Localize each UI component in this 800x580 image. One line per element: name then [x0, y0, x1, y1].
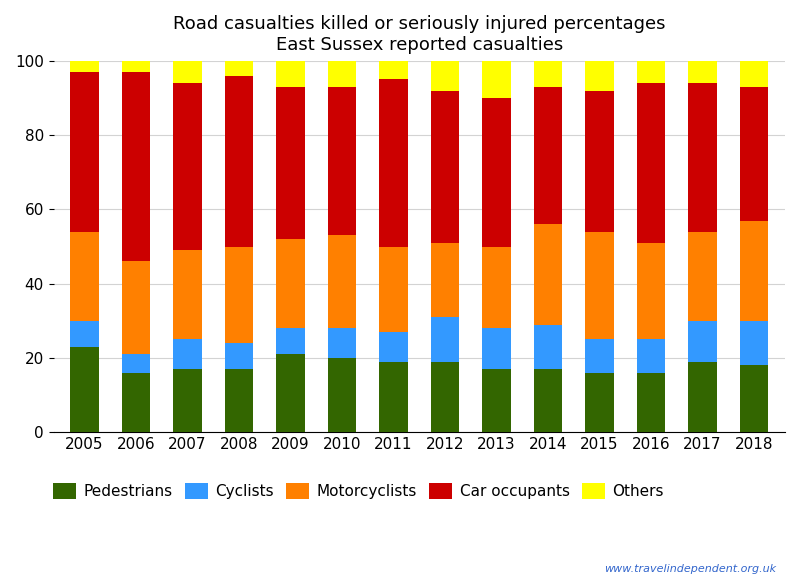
- Bar: [534, 61, 562, 87]
- Bar: [482, 61, 510, 98]
- Bar: [70, 347, 98, 432]
- Bar: [482, 328, 510, 369]
- Bar: [122, 72, 150, 262]
- Bar: [276, 328, 305, 354]
- Bar: [586, 90, 614, 232]
- Bar: [431, 243, 459, 317]
- Bar: [225, 369, 253, 432]
- Bar: [689, 232, 717, 321]
- Bar: [431, 90, 459, 243]
- Bar: [637, 373, 666, 432]
- Bar: [689, 321, 717, 362]
- Bar: [534, 325, 562, 369]
- Bar: [276, 239, 305, 328]
- Bar: [740, 365, 768, 432]
- Bar: [534, 224, 562, 325]
- Bar: [174, 339, 202, 369]
- Bar: [328, 235, 356, 328]
- Bar: [482, 98, 510, 246]
- Bar: [740, 61, 768, 87]
- Bar: [379, 362, 408, 432]
- Bar: [225, 61, 253, 76]
- Bar: [482, 369, 510, 432]
- Bar: [276, 87, 305, 239]
- Bar: [379, 61, 408, 79]
- Bar: [225, 76, 253, 246]
- Bar: [328, 61, 356, 87]
- Bar: [174, 61, 202, 83]
- Bar: [276, 354, 305, 432]
- Legend: Pedestrians, Cyclists, Motorcyclists, Car occupants, Others: Pedestrians, Cyclists, Motorcyclists, Ca…: [46, 477, 670, 505]
- Bar: [174, 83, 202, 251]
- Bar: [586, 339, 614, 373]
- Text: www.travelindependent.org.uk: www.travelindependent.org.uk: [604, 564, 776, 574]
- Bar: [689, 83, 717, 232]
- Bar: [328, 328, 356, 358]
- Bar: [328, 87, 356, 235]
- Bar: [225, 246, 253, 343]
- Bar: [689, 61, 717, 83]
- Bar: [70, 72, 98, 232]
- Bar: [534, 87, 562, 224]
- Bar: [740, 87, 768, 220]
- Bar: [586, 61, 614, 90]
- Bar: [70, 232, 98, 321]
- Bar: [225, 343, 253, 369]
- Title: Road casualties killed or seriously injured percentages
East Sussex reported cas: Road casualties killed or seriously inju…: [173, 15, 666, 54]
- Bar: [70, 321, 98, 347]
- Bar: [276, 61, 305, 87]
- Bar: [174, 369, 202, 432]
- Bar: [379, 246, 408, 332]
- Bar: [637, 61, 666, 83]
- Bar: [689, 362, 717, 432]
- Bar: [534, 369, 562, 432]
- Bar: [431, 317, 459, 362]
- Bar: [586, 232, 614, 339]
- Bar: [637, 83, 666, 243]
- Bar: [122, 373, 150, 432]
- Bar: [740, 321, 768, 365]
- Bar: [637, 339, 666, 373]
- Bar: [586, 373, 614, 432]
- Bar: [431, 362, 459, 432]
- Bar: [431, 61, 459, 90]
- Bar: [122, 262, 150, 354]
- Bar: [379, 332, 408, 362]
- Bar: [174, 251, 202, 339]
- Bar: [70, 61, 98, 72]
- Bar: [122, 354, 150, 373]
- Bar: [637, 243, 666, 339]
- Bar: [122, 61, 150, 72]
- Bar: [482, 246, 510, 328]
- Bar: [379, 79, 408, 246]
- Bar: [740, 220, 768, 321]
- Bar: [328, 358, 356, 432]
